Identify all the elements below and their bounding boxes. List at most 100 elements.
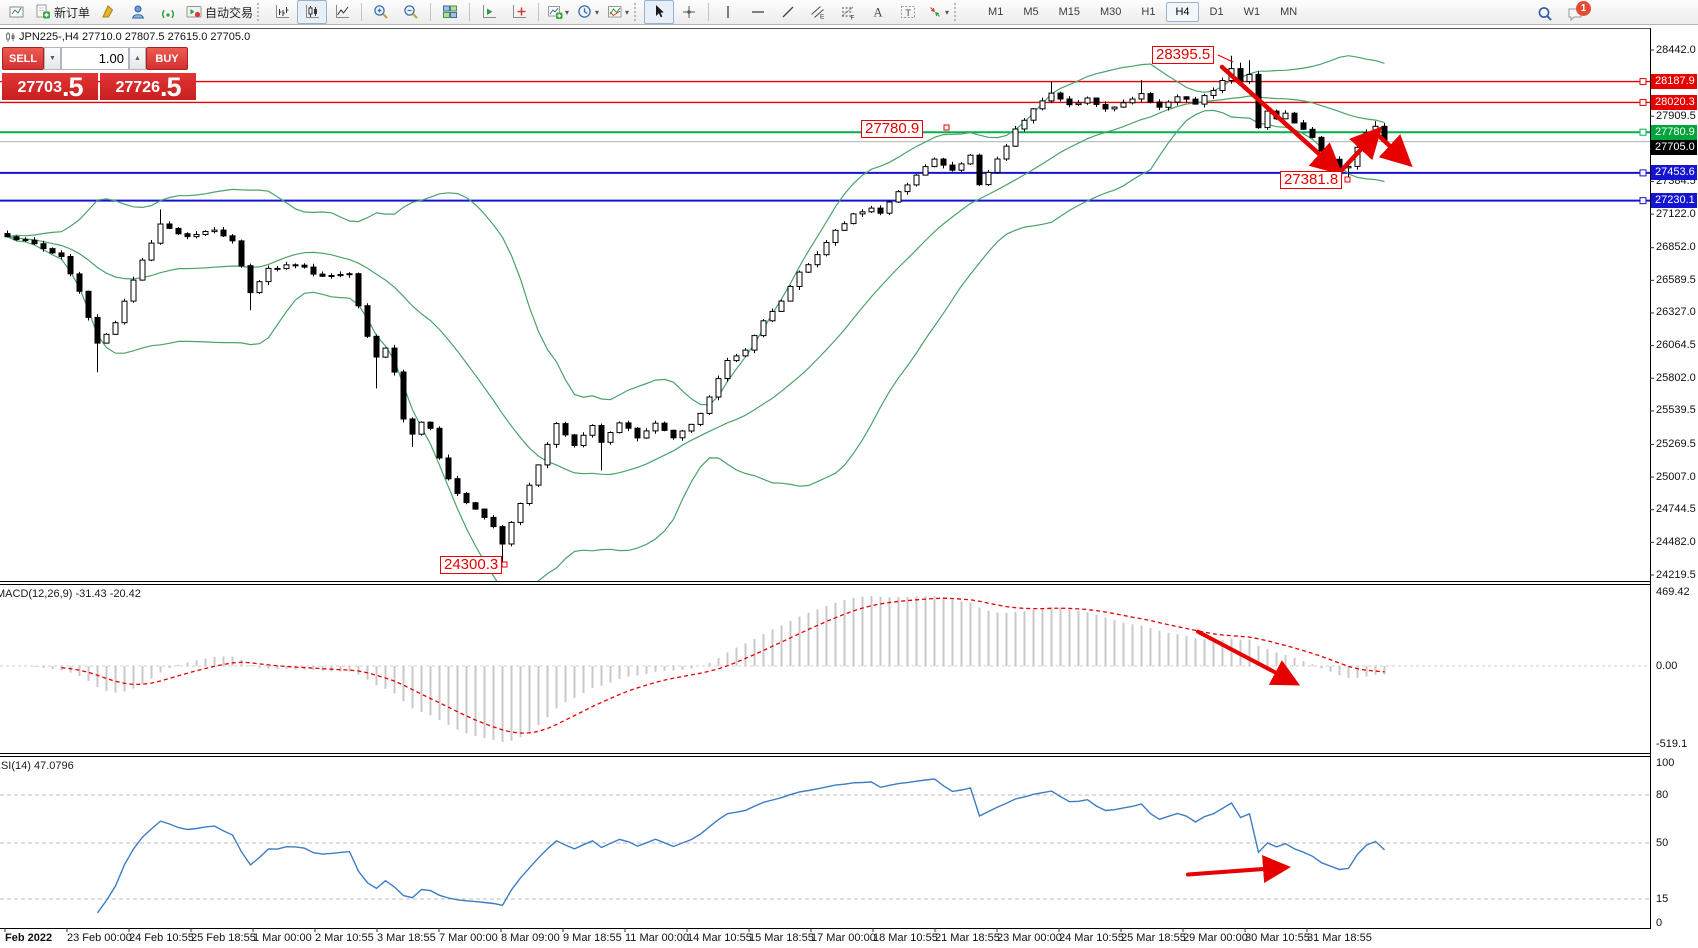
timeframe-h4[interactable]: H4 bbox=[1166, 2, 1199, 22]
candlestick-chart-icon bbox=[306, 5, 320, 18]
time-axis-label: 3 Mar 18:55 bbox=[377, 932, 436, 944]
autotrading-button[interactable]: 自动交易 bbox=[183, 0, 256, 24]
price-tick-label: 27122.0 bbox=[1656, 207, 1696, 220]
arrows-icon[interactable]: ▾ bbox=[923, 0, 953, 24]
cursor-icon[interactable] bbox=[644, 0, 675, 24]
time-axis-label: 8 Mar 09:00 bbox=[501, 932, 560, 944]
bar-chart-icon[interactable] bbox=[267, 0, 297, 24]
autotrading-icon bbox=[186, 6, 202, 18]
chart-window-icon[interactable] bbox=[2, 0, 32, 24]
timeframe-m15[interactable]: M15 bbox=[1058, 6, 1080, 18]
accounts-icon[interactable] bbox=[123, 0, 153, 24]
time-axis-label: 15 Mar 18:55 bbox=[749, 932, 814, 944]
time-axis-label: 30 Mar 10:55 bbox=[1245, 932, 1310, 944]
price-line-tag: 27230.1 bbox=[1651, 193, 1697, 209]
chart-annotation[interactable]: 27381.8 bbox=[1280, 171, 1343, 189]
price-tick-label: 26327.0 bbox=[1656, 306, 1696, 319]
new-order-button[interactable]: 新订单 bbox=[32, 0, 93, 24]
timeframe-mn[interactable]: MN bbox=[1280, 6, 1298, 18]
zoom-in-icon[interactable] bbox=[366, 0, 396, 24]
candlestick-chart-icon[interactable] bbox=[297, 0, 328, 24]
timeframe-m30[interactable]: M30 bbox=[1100, 6, 1122, 18]
signals-icon bbox=[162, 9, 174, 19]
price-tick-label: 25539.5 bbox=[1656, 404, 1696, 417]
trendline-icon bbox=[782, 6, 794, 18]
buy-price-frac: .5 bbox=[159, 72, 182, 102]
timeframe-d1[interactable]: D1 bbox=[1209, 6, 1224, 18]
main-toolbar: 新订单 自动交易 ▾ ▾ ▾ E F A T ▾ M1 M5 M15 M30 H1 H4 D1 W1 MN bbox=[0, 0, 1698, 25]
buy-button[interactable]: BUY bbox=[146, 47, 188, 70]
zoom-out-icon bbox=[404, 5, 418, 19]
search-icon[interactable] bbox=[1530, 2, 1560, 26]
buy-price-main: 27726 bbox=[115, 79, 160, 96]
sell-price-display[interactable]: 27703.5 bbox=[2, 72, 98, 102]
vertical-line-icon[interactable] bbox=[713, 0, 743, 24]
svg-text:T: T bbox=[905, 8, 911, 19]
trendline-icon[interactable] bbox=[773, 0, 803, 24]
notification-badge[interactable]: 1 bbox=[1576, 1, 1591, 16]
zoom-out-icon[interactable] bbox=[396, 0, 426, 24]
horizontal-line-icon[interactable] bbox=[743, 0, 773, 24]
time-axis-label: 14 Mar 10:55 bbox=[687, 932, 752, 944]
toolbar-grip bbox=[954, 3, 961, 21]
one-click-trading-panel: SELL ▼ ▲ BUY 27703.5 27726.5 bbox=[2, 47, 198, 102]
svg-text:A: A bbox=[874, 6, 883, 20]
crosshair-icon bbox=[683, 6, 696, 18]
time-axis-label: 23 Mar 00:00 bbox=[997, 932, 1062, 944]
time-axis-label: 1 Mar 00:00 bbox=[253, 932, 312, 944]
line-chart-icon[interactable] bbox=[327, 0, 357, 24]
indicator-scale-label: 15 bbox=[1656, 892, 1669, 905]
bar-chart-icon bbox=[276, 5, 290, 18]
text-icon[interactable]: A bbox=[863, 0, 893, 24]
indicators-add-icon[interactable]: ▾ bbox=[543, 0, 573, 24]
fibonacci-icon[interactable]: F bbox=[833, 0, 863, 24]
chart-shift-icon[interactable] bbox=[504, 0, 534, 24]
indicator-scale-label: 80 bbox=[1656, 788, 1669, 801]
price-line-tag: 28187.9 bbox=[1651, 74, 1697, 90]
volume-input[interactable] bbox=[61, 47, 129, 70]
toolbar-separator bbox=[708, 3, 710, 21]
chevron-down-icon: ▾ bbox=[595, 7, 600, 17]
sell-price-frac: .5 bbox=[61, 72, 84, 102]
time-axis-label: 21 Mar 18:55 bbox=[935, 932, 1000, 944]
timeframe-m5[interactable]: M5 bbox=[1023, 6, 1039, 18]
symbol-icon bbox=[6, 32, 15, 42]
time-axis-label: 25 Feb 18:55 bbox=[191, 932, 256, 944]
auto-scroll-icon[interactable] bbox=[474, 0, 504, 24]
chart-annotation[interactable]: 24300.3 bbox=[440, 556, 503, 574]
periods-icon[interactable]: ▾ bbox=[573, 0, 603, 24]
svg-text:E: E bbox=[820, 14, 825, 21]
chart-annotation[interactable]: 27780.9 bbox=[861, 120, 924, 138]
channel-icon[interactable]: E bbox=[803, 0, 833, 24]
tile-windows-icon[interactable] bbox=[435, 0, 465, 24]
market-profile-icon[interactable] bbox=[93, 0, 123, 24]
sell-button[interactable]: SELL bbox=[2, 47, 44, 70]
crosshair-icon[interactable] bbox=[674, 0, 704, 24]
buy-price-display[interactable]: 27726.5 bbox=[100, 72, 196, 102]
chart-shift-icon bbox=[513, 5, 527, 18]
fibonacci-icon: F bbox=[841, 6, 855, 21]
time-axis-label: 25 Mar 18:55 bbox=[1121, 932, 1186, 944]
templates-icon[interactable]: ▾ bbox=[603, 0, 633, 24]
indicator-scale-label: 50 bbox=[1656, 836, 1669, 849]
toolbar-separator bbox=[430, 3, 432, 21]
timeframe-m1[interactable]: M1 bbox=[988, 6, 1004, 18]
chevron-down-icon: ▾ bbox=[945, 7, 950, 17]
text-icon: A bbox=[874, 6, 883, 20]
text-label-icon[interactable]: T bbox=[893, 0, 923, 24]
price-tick-label: 26064.5 bbox=[1656, 339, 1696, 352]
price-tick-label: 24219.5 bbox=[1656, 568, 1696, 581]
timeframe-h1[interactable]: H1 bbox=[1141, 6, 1156, 18]
line-chart-icon bbox=[336, 5, 350, 18]
svg-text:F: F bbox=[851, 15, 855, 21]
signals-icon[interactable] bbox=[153, 0, 183, 24]
timeframe-w1[interactable]: W1 bbox=[1243, 6, 1261, 18]
volume-decrease-button[interactable]: ▼ bbox=[44, 47, 61, 70]
tile-windows-icon bbox=[443, 5, 458, 18]
templates-icon bbox=[608, 6, 622, 18]
time-axis-label: 18 Mar 10:55 bbox=[873, 932, 938, 944]
price-tick-label: 25802.0 bbox=[1656, 371, 1696, 384]
chart-annotation[interactable]: 28395.5 bbox=[1152, 46, 1215, 64]
volume-increase-button[interactable]: ▲ bbox=[129, 47, 146, 70]
